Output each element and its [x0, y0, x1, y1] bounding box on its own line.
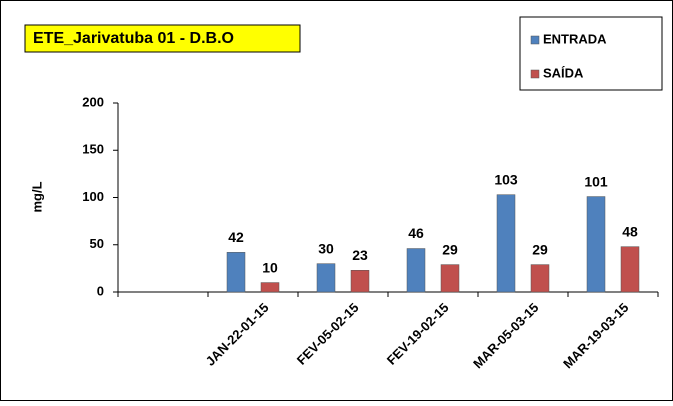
chart-title: ETE_Jarivatuba 01 - D.B.O	[33, 30, 234, 47]
y-tick-label: 150	[82, 142, 104, 157]
legend-swatch	[530, 35, 540, 45]
bar	[350, 270, 370, 293]
bar	[586, 196, 606, 293]
bar	[530, 264, 550, 293]
y-tick-label: 200	[82, 94, 104, 109]
value-label: 101	[584, 173, 608, 189]
value-label: 23	[352, 247, 368, 263]
bar	[440, 264, 460, 293]
value-label: 10	[262, 259, 278, 275]
bar	[316, 263, 336, 293]
bar	[620, 246, 640, 293]
value-label: 48	[622, 223, 638, 239]
y-tick-label: 0	[97, 283, 104, 298]
value-label: 42	[228, 229, 244, 245]
legend-label: SAÍDA	[543, 65, 584, 80]
y-axis-label: mg/L	[29, 181, 44, 212]
bar	[260, 282, 280, 293]
bar	[226, 252, 246, 293]
bar	[406, 248, 426, 293]
legend-label: ENTRADA	[543, 31, 607, 46]
y-tick-label: 50	[90, 236, 104, 251]
legend-box	[519, 16, 663, 91]
y-tick-label: 100	[82, 189, 104, 204]
title-box	[24, 24, 301, 53]
value-label: 46	[408, 225, 424, 241]
value-label: 29	[442, 241, 458, 257]
legend-swatch	[530, 69, 540, 79]
value-label: 103	[494, 171, 518, 187]
value-label: 30	[318, 240, 334, 256]
bar	[496, 194, 516, 293]
value-label: 29	[532, 241, 548, 257]
